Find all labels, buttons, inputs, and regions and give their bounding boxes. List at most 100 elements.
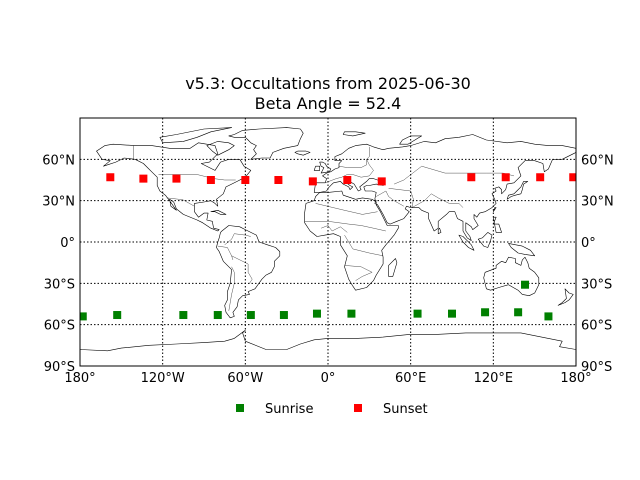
coastline-philippines — [493, 216, 502, 233]
coastline-africa — [304, 190, 399, 291]
latitude-label-left: 60°N — [42, 153, 75, 168]
graticule — [80, 118, 576, 366]
latitude-label-right: 30°S — [581, 277, 612, 292]
map-frame — [79, 117, 577, 367]
coastlines — [80, 127, 576, 366]
sunset-marker — [139, 174, 148, 183]
latitude-label-right: 90°S — [581, 360, 612, 375]
sunrise-marker — [246, 311, 255, 320]
sunset-marker — [274, 176, 283, 184]
coastline-iceland — [294, 150, 311, 156]
sunrise-marker — [312, 309, 321, 318]
coastline-novaya-zemlya — [399, 135, 422, 145]
coastline-sri-lanka — [437, 227, 442, 234]
sunrise-marker — [347, 309, 356, 318]
coastline-eurasia — [313, 134, 576, 241]
sunrise-marker — [544, 312, 553, 321]
coastline-sumatra — [458, 234, 475, 251]
longitude-label: 120°W — [141, 371, 185, 386]
longitude-label: 180° — [560, 371, 591, 386]
coastline-ireland — [313, 165, 320, 171]
coastline-svalbard — [342, 131, 366, 137]
country-borders — [133, 145, 515, 311]
coastline-new-zealand — [557, 288, 574, 306]
border-europe-north — [338, 159, 367, 168]
border-africa-north — [315, 203, 378, 215]
coastline-antarctica — [80, 329, 576, 366]
latitude-label-left: 30°S — [44, 277, 75, 292]
world-map — [80, 118, 576, 366]
longitude-label: 0° — [321, 371, 336, 386]
coastline-greenland — [228, 127, 304, 160]
border-south-america-2 — [228, 266, 235, 311]
coastline-baffin — [206, 141, 235, 156]
border-russia-west — [366, 146, 374, 177]
coastline-madagascar — [388, 258, 398, 277]
border-africa-south — [344, 265, 373, 281]
longitude-label: 180° — [64, 371, 95, 386]
sunrise-marker — [448, 309, 456, 318]
border-russia-south — [394, 166, 515, 185]
latitude-label-left: 30°N — [42, 195, 75, 210]
latitude-label-right: 60°S — [581, 319, 612, 334]
legend-sunrise-swatch — [236, 404, 244, 412]
sunset-marker — [172, 174, 181, 183]
latitude-label-right: 60°N — [581, 153, 614, 168]
border-africa-central — [344, 235, 384, 256]
legend-sunset-swatch — [354, 404, 362, 412]
sunset-marker — [241, 176, 250, 184]
sunset-marker — [377, 177, 386, 186]
sunrise-marker — [413, 309, 422, 318]
sunrise-marker — [279, 311, 288, 320]
sunset-marker — [308, 177, 317, 186]
latitude-label-left: 0° — [60, 236, 75, 251]
sunset-marker — [106, 173, 115, 182]
longitude-label: 60°E — [395, 371, 426, 386]
border-south-america-4 — [217, 245, 234, 260]
sunrise-marker — [80, 312, 87, 321]
coastline-japan — [506, 181, 529, 200]
sunrise-marker — [481, 308, 490, 317]
coastline-new-guinea — [508, 243, 535, 257]
sunset-marker — [569, 173, 576, 182]
border-us-canada — [158, 174, 236, 181]
coastline-uk — [319, 161, 332, 174]
coastline-cuba — [210, 210, 227, 215]
legend-sunset-label: Sunset — [383, 402, 428, 417]
latitude-label-right: 0° — [581, 236, 596, 251]
latitude-label-left: 90°S — [44, 360, 75, 375]
border-africa-sahel — [304, 221, 386, 232]
sunrise-marker — [521, 280, 530, 289]
border-africa-west — [321, 225, 348, 233]
sunset-marker — [343, 176, 352, 184]
axis-labels: 60°N 60°N 30°N 30°N 0° 0° 30°S 30°S 60°S 60°S 90°S… — [42, 153, 614, 386]
sunrise-marker — [514, 308, 523, 317]
coastline-australia — [483, 256, 540, 296]
latitude-label-right: 30°N — [581, 195, 614, 210]
occultation-markers — [80, 173, 576, 321]
sunset-marker — [206, 176, 215, 184]
longitude-label: 60°W — [227, 371, 263, 386]
border-iran-asia — [388, 188, 432, 208]
sunset-marker — [467, 173, 476, 182]
longitude-label: 120°E — [474, 371, 514, 386]
border-middle-east — [376, 190, 404, 207]
sunset-marker — [536, 173, 545, 182]
coastline-south-america — [216, 225, 281, 319]
figure-title-line-1: v5.3: Occultations from 2025-06-30 — [185, 74, 471, 93]
legend-sunrise-label: Sunrise — [265, 402, 313, 417]
border-europe — [325, 174, 370, 183]
coastline-borneo — [477, 232, 493, 248]
figure-title-line-2: Beta Angle = 52.4 — [255, 94, 402, 113]
sunrise-marker — [179, 311, 188, 320]
legend: Sunrise Sunset — [236, 402, 428, 417]
border-south-america-1 — [231, 255, 253, 284]
coastline-arctic-islands — [159, 127, 232, 144]
coastline-taiwan — [493, 207, 497, 212]
border-us-mexico — [166, 197, 195, 207]
latitude-label-left: 60°S — [44, 319, 75, 334]
sunrise-marker — [213, 311, 222, 320]
coastline-north-america — [96, 142, 252, 232]
sunset-marker — [501, 173, 510, 182]
